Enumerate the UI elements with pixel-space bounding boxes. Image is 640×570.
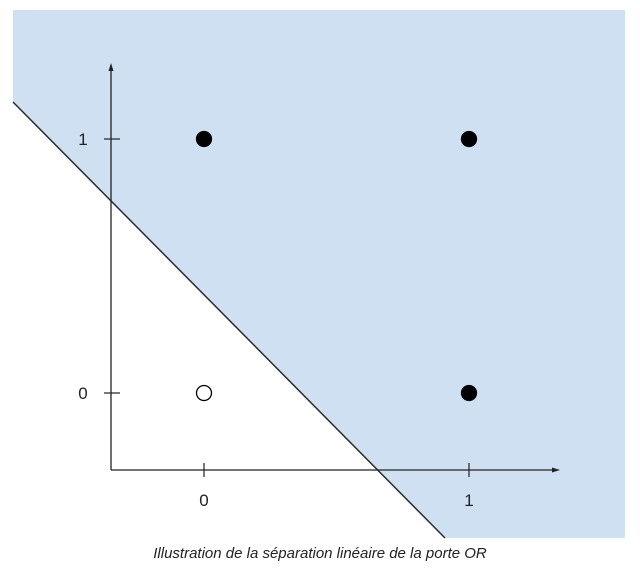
x-axis-arrowhead [552,467,560,473]
point-0-0 [195,384,213,402]
or-gate-separation-diagram: 1 0 0 1 [12,10,625,539]
point-0-1 [195,130,213,148]
decision-boundary-line [12,101,446,539]
positive-region [13,10,625,538]
x-tick-label-0: 0 [199,491,208,510]
x-tick-label-1: 1 [464,491,473,510]
y-tick-label-1: 1 [78,130,87,149]
point-1-0 [460,384,478,402]
figure-caption: Illustration de la séparation linéaire d… [153,545,487,562]
y-axis-arrowhead [108,63,114,71]
point-1-1 [460,130,478,148]
y-tick-label-0: 0 [78,384,87,403]
